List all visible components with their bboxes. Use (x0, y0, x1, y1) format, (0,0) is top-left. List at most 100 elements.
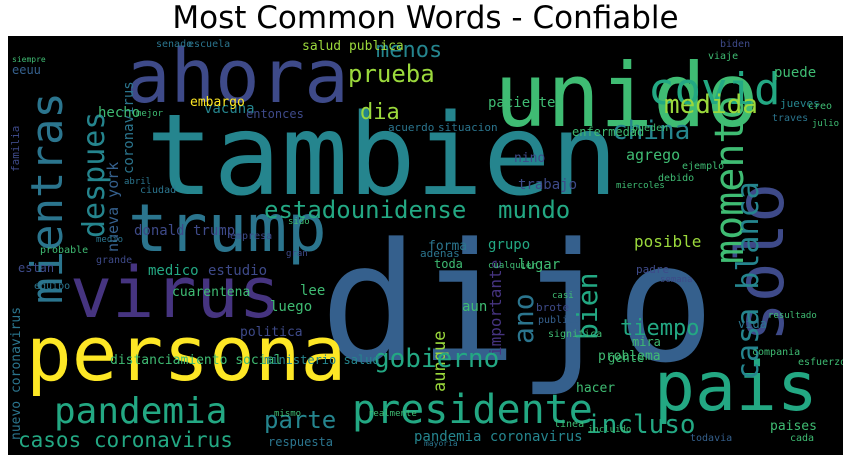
word-pandemia: pandemia (54, 391, 228, 432)
word-cada: cada (790, 433, 815, 444)
word-toda: toda (434, 257, 463, 271)
word-casos-coronavirus: casos coronavirus (18, 428, 233, 452)
word-incluso: incluso (586, 410, 696, 440)
word-luego: luego (270, 299, 313, 315)
word-gran: gran (286, 249, 308, 259)
word-lee: lee (300, 283, 326, 299)
word-mayoria: mayoria (424, 439, 458, 448)
word-adenas: adenas (420, 247, 460, 260)
word-ejemplo: ejemplo (682, 161, 725, 172)
word-semana: semana (660, 275, 693, 285)
word-medida: medida (664, 90, 758, 120)
word-trump: trump (128, 190, 327, 267)
word-mira: mira (632, 335, 661, 349)
word-donald-trump: donald trump (134, 223, 236, 239)
word-miercoles: miercoles (616, 181, 665, 191)
word-paciente: paciente (488, 95, 556, 111)
word-senado: senado (156, 39, 193, 50)
word-parte: parte (264, 406, 337, 434)
word-cloud: tambien dijo unido ahora trump persona v… (8, 36, 843, 455)
word-creo: creo (808, 101, 833, 112)
word-grande: grande (96, 255, 133, 266)
word-paises: paises (770, 419, 817, 434)
word-importante: importante (486, 259, 505, 356)
word-cuarentena: cuarentena (172, 285, 251, 300)
word-pueden: pueden (632, 123, 669, 134)
word-estadounidense: estadounidense (264, 196, 467, 224)
word-abril: abril (124, 177, 152, 187)
word-dia: dia (360, 100, 400, 125)
word-coronavirus: coronavirus (121, 81, 137, 174)
word-lugar: lugar (518, 257, 561, 273)
word-salud-publica: salud publica (302, 39, 404, 54)
word-mundo: mundo (498, 196, 571, 224)
word-china: china (612, 116, 691, 146)
word-gobierno: gobierno (374, 344, 500, 374)
word-tambien: tambien (146, 91, 619, 221)
word-padre: padre (636, 263, 670, 276)
word-dijo: dijo (320, 208, 715, 399)
word-sido: sido (288, 217, 310, 227)
word-nuevo-coronavirus: nuevo coronavirus (9, 306, 24, 440)
word-unido: unido (494, 44, 759, 147)
word-distanciamiento-social: distanciamiento social (110, 353, 283, 368)
word-resultado: resultado (768, 311, 817, 321)
word-nino: nino (514, 151, 546, 166)
word-aun: aun (462, 299, 488, 315)
word-escuela: escuela (188, 39, 231, 50)
word-trabajo: trabajo (518, 177, 578, 193)
word-forma: forma (428, 239, 468, 254)
word-jueves: jueves (780, 97, 820, 110)
word-tiempo: tiempo (620, 316, 700, 341)
word-ciudad: ciudad (140, 185, 177, 196)
word-significa: significa (548, 329, 603, 340)
word-entonces: entonces (246, 107, 304, 121)
word-menos: menos (376, 38, 443, 63)
word-debido: debido (658, 173, 695, 184)
word-ano: ano (507, 293, 540, 344)
word-acuerdo: acuerdo (388, 121, 435, 134)
word-mismo: mismo (274, 409, 302, 419)
word-familia: familia (9, 125, 22, 172)
word-pandemia-coronavirus: pandemia coronavirus (414, 429, 583, 445)
word-compania: compania (752, 347, 801, 358)
word-estudio: estudio (208, 263, 268, 279)
word-publico: publico (538, 315, 581, 326)
word-ahora: ahora (126, 36, 349, 120)
word-brote: brote (536, 301, 570, 314)
word-incluido: incluido (588, 425, 632, 435)
chart-title: Most Common Words - Confiable (172, 0, 679, 36)
word-cualquier: cualquier (488, 261, 537, 271)
word-embargo: embargo (190, 95, 245, 110)
word-virus: virus (70, 252, 281, 334)
word-equipo: equipo (34, 281, 71, 292)
word-presidente: presidente (352, 387, 593, 433)
word-prueba: prueba (348, 60, 435, 88)
word-viaje: viaje (708, 51, 739, 62)
word-julio: julio (812, 119, 840, 129)
word-estan: estan (18, 261, 55, 275)
word-linea: linea (554, 419, 585, 430)
word-respuesta: respuesta (268, 435, 334, 449)
word-gente: gente (608, 351, 645, 365)
word-casi: casi (552, 291, 574, 301)
word-mejor: mejor (136, 109, 164, 119)
word-vacuna: vacuna (204, 101, 255, 117)
word-empresa: empresa (230, 231, 273, 242)
word-esfuerzo: esfuerzo (798, 357, 843, 368)
word-politica: politica (240, 325, 303, 340)
word-medio: medio (96, 235, 124, 245)
word-ministerio-salud: ministerio salud (264, 353, 380, 367)
word-pais: pais (654, 348, 818, 427)
word-eeuu: eeuu (12, 63, 41, 77)
word-persona: persona (26, 309, 347, 398)
word-hacer: hacer (576, 381, 616, 396)
word-vida: vida (738, 317, 767, 331)
word-biden: biden (720, 39, 751, 50)
word-agrego: agrego (626, 146, 681, 164)
word-situacion: situacion (438, 121, 498, 134)
word-medico: medico (148, 263, 199, 279)
word-grupo: grupo (488, 237, 531, 253)
word-siempre: siempre (12, 55, 46, 64)
word-realmente: realmente (368, 409, 417, 419)
